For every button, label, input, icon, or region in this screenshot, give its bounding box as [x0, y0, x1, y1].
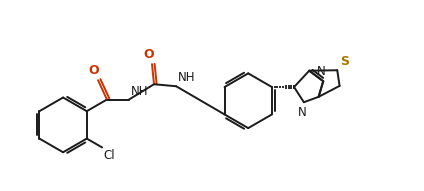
- Text: O: O: [88, 64, 98, 77]
- Text: N: N: [298, 106, 306, 119]
- Text: O: O: [143, 48, 154, 61]
- Text: Cl: Cl: [103, 149, 115, 162]
- Text: NH: NH: [178, 71, 195, 84]
- Text: N: N: [317, 65, 326, 78]
- Text: NH: NH: [131, 84, 148, 98]
- Text: S: S: [340, 55, 349, 68]
